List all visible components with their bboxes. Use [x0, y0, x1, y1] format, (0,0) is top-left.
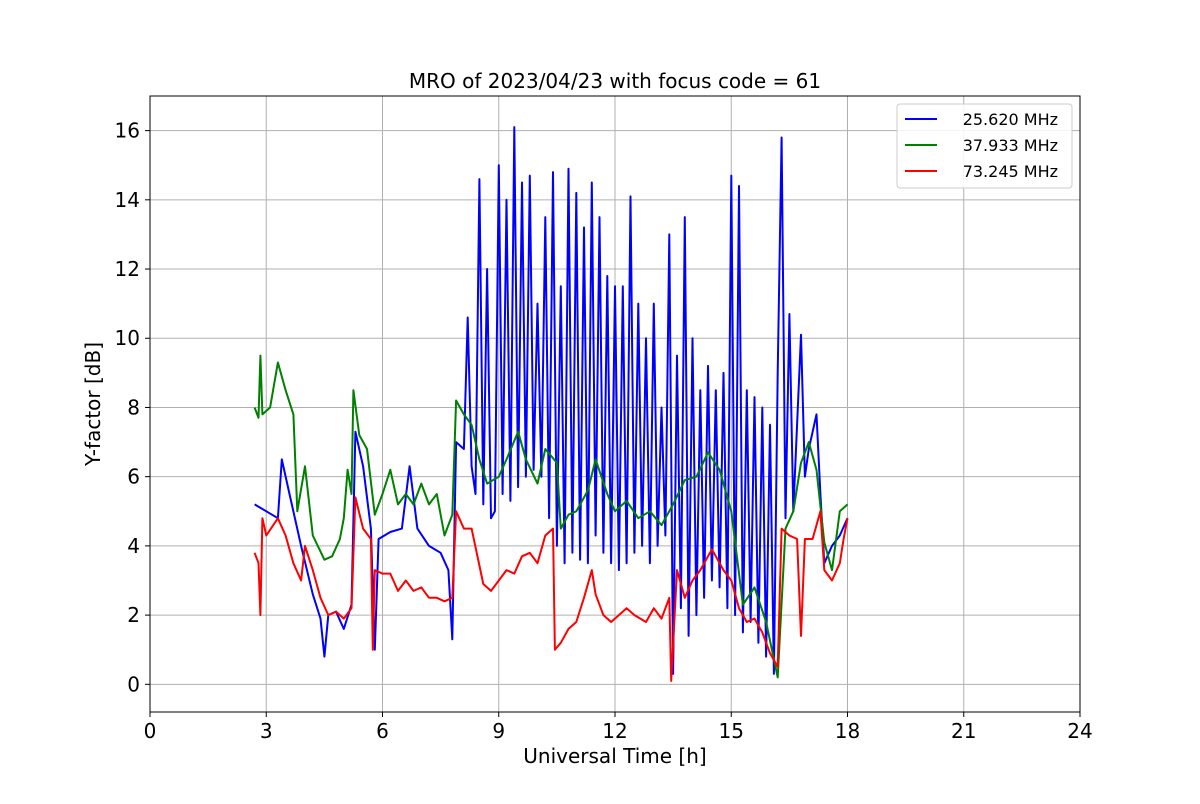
- y-axis-label: Y-factor [dB]: [81, 342, 105, 467]
- legend-label-1: 25.620 MHz: [963, 110, 1058, 129]
- x-tick-label: 15: [719, 719, 744, 743]
- y-tick-label: 10: [115, 326, 140, 350]
- legend-box: [896, 103, 1073, 189]
- series-layer: [253, 126, 849, 682]
- x-tick-label: 0: [144, 719, 157, 743]
- x-axis-label: Universal Time [h]: [523, 744, 706, 768]
- legend-label-2: 37.933 MHz: [963, 136, 1058, 155]
- chart-title: MRO of 2023/04/23 with focus code = 61: [409, 69, 821, 93]
- series-line-2: [253, 354, 849, 679]
- x-tick-label: 24: [1067, 719, 1092, 743]
- x-axis: 0 3 6 9 12 15 18 21 24: [144, 712, 1093, 743]
- y-tick-label: 4: [127, 534, 140, 558]
- y-tick-label: 16: [115, 119, 140, 143]
- legend: 25.620 MHz 37.933 MHz 73.245 MHz: [896, 103, 1073, 189]
- legend-label-3: 73.245 MHz: [963, 162, 1058, 181]
- x-tick-label: 9: [492, 719, 505, 743]
- x-tick-label: 3: [260, 719, 273, 743]
- y-tick-label: 0: [127, 672, 140, 696]
- y-tick-label: 12: [115, 257, 140, 281]
- x-tick-label: 12: [602, 719, 627, 743]
- y-tick-label: 14: [115, 188, 140, 212]
- y-tick-label: 6: [127, 465, 140, 489]
- x-tick-label: 18: [835, 719, 860, 743]
- series-line-1: [254, 126, 849, 675]
- y-tick-label: 8: [127, 395, 140, 419]
- y-axis: 0 2 4 6 8 10 12 14 16: [115, 119, 150, 696]
- x-tick-label: 6: [376, 719, 389, 743]
- y-tick-label: 2: [127, 603, 140, 627]
- x-tick-label: 21: [951, 719, 976, 743]
- series-line-3: [253, 496, 849, 682]
